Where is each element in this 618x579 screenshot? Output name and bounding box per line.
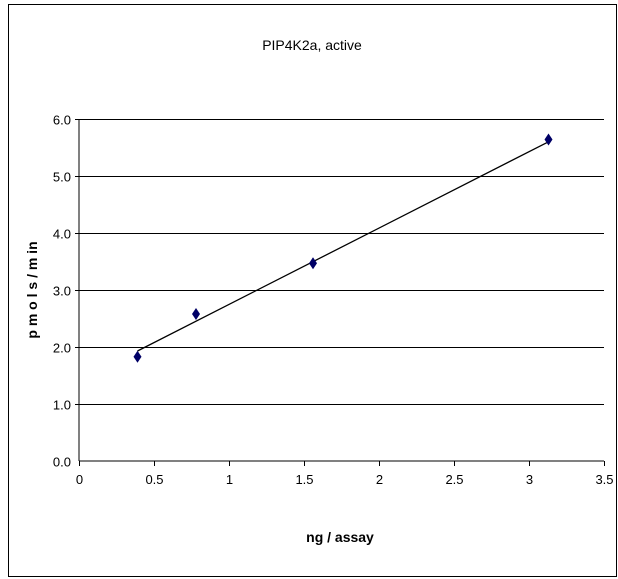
data-point [133, 350, 142, 363]
trendline [137, 141, 549, 352]
y-tick-label: 2.0 [53, 341, 71, 356]
x-tick-label: 1.5 [295, 472, 313, 487]
y-tick-labels: 0.0 1.0 2.0 3.0 4.0 5.0 6.0 [53, 113, 71, 470]
data-point [544, 133, 553, 146]
y-tick-label: 3.0 [53, 284, 71, 299]
data-points [133, 133, 553, 363]
x-tick-label: 1 [226, 472, 233, 487]
x-tick-label: 0.5 [145, 472, 163, 487]
chart-title: PIP4K2a, active [262, 37, 362, 53]
data-point [192, 307, 200, 320]
x-tick-label: 3 [526, 472, 533, 487]
x-tick-label: 2 [376, 472, 383, 487]
x-tick-label: 3.5 [595, 472, 613, 487]
y-axis-title: p m o l s / m in [24, 241, 40, 338]
x-tick-label: 2.5 [445, 472, 463, 487]
x-tick-label: 0 [76, 472, 83, 487]
y-tick-label: 0.0 [53, 455, 71, 470]
x-axis-title: ng / assay [306, 529, 374, 545]
gridlines [75, 119, 604, 405]
data-point [309, 257, 317, 270]
x-tick-labels: 0 0.5 1 1.5 2 2.5 3 3.5 [76, 472, 614, 487]
y-tick-label: 1.0 [53, 398, 71, 413]
y-tick-label: 4.0 [53, 227, 71, 242]
y-tick-label: 5.0 [53, 170, 71, 185]
y-tick-label: 6.0 [53, 113, 71, 128]
x-tick-marks [79, 461, 605, 466]
